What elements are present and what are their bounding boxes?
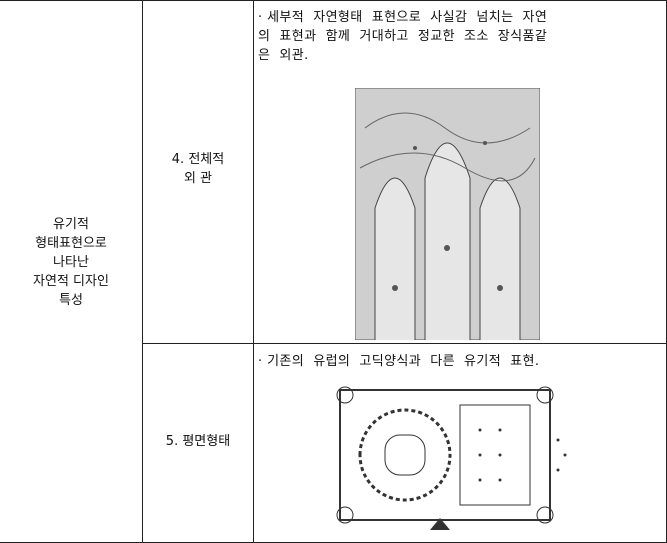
border xyxy=(142,0,143,543)
floor-plan-image xyxy=(336,386,567,530)
border xyxy=(0,0,667,1)
border xyxy=(253,0,254,543)
text-line: 유기적 xyxy=(53,217,89,232)
text-line: 자연적 디자인 xyxy=(33,274,109,289)
facade-image xyxy=(355,88,540,340)
row-description: · 기존의 유럽의 고딕양식과 다른 유기적 표현. xyxy=(258,352,663,371)
row-label: 5. 평면형태 xyxy=(143,432,253,451)
text-line: 나타난 xyxy=(53,255,89,270)
text-line: · 기존의 유럽의 고딕양식과 다른 유기적 표현. xyxy=(258,354,540,369)
text-line: · 세부적 자연형태 표현으로 사실감 넘치는 자연 xyxy=(258,10,548,25)
text-line: 은 외관. xyxy=(258,48,309,63)
text-line: 4. 전체적 xyxy=(171,152,225,167)
text-line: 특성 xyxy=(59,293,83,308)
text-line: 5. 평면형태 xyxy=(165,434,231,449)
text-line: 외 관 xyxy=(183,171,213,186)
text-line: 형태표현으로 xyxy=(35,236,107,251)
border xyxy=(142,343,667,344)
text-line: 의 표현과 함께 거대하고 정교한 조소 장식품같 xyxy=(258,29,548,44)
